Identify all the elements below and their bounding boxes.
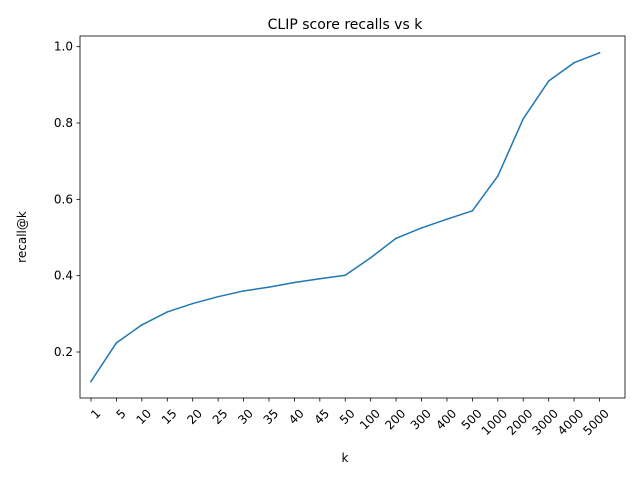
x-tick-label: 45 — [311, 406, 332, 427]
data-point — [217, 295, 219, 298]
chart-title: CLIP score recalls vs k — [268, 17, 424, 33]
data-point — [242, 290, 245, 292]
data-point — [293, 281, 296, 284]
data-point — [166, 311, 169, 313]
x-tick-label: 5000 — [580, 406, 611, 437]
x-tick-label: 1 — [88, 406, 103, 421]
x-axis-title: k — [342, 451, 349, 465]
data-point — [268, 286, 270, 288]
x-tick-label: 200 — [382, 406, 408, 432]
x-tick-label: 30 — [235, 406, 256, 427]
x-tick-label: 400 — [433, 406, 459, 432]
data-point — [547, 80, 550, 82]
x-tick-label: 300 — [408, 406, 434, 432]
y-tick-label: 0.8 — [54, 116, 73, 130]
data-point — [344, 274, 347, 277]
data-point — [471, 209, 474, 212]
data-point — [369, 256, 372, 259]
x-tick-label: 35 — [261, 406, 282, 427]
recall-line — [89, 51, 601, 383]
x-tick-label: 4000 — [555, 406, 586, 437]
data-point — [115, 342, 118, 344]
x-tick-label: 15 — [159, 406, 180, 427]
y-tick-label: 0.2 — [54, 345, 73, 359]
x-tick-label: 5 — [113, 406, 128, 421]
data-point — [598, 51, 601, 54]
x-tick-label: 10 — [133, 406, 154, 427]
y-tick-label: 1.0 — [54, 40, 73, 54]
data-point — [319, 277, 321, 280]
plot-frame — [79, 35, 626, 399]
x-tick-label: 100 — [357, 406, 383, 432]
y-tick-label: 0.6 — [54, 192, 73, 206]
data-point — [141, 324, 143, 326]
data-point — [90, 380, 92, 383]
x-tick-label: 20 — [184, 406, 205, 427]
plot-area: 0.20.40.60.81.01 5 10 15 20 25 30 35 40 45 50 100 20… — [54, 35, 626, 438]
data-point — [446, 218, 448, 220]
data-point — [420, 227, 423, 229]
data-point — [573, 61, 575, 64]
data-point — [497, 175, 499, 177]
data-point — [395, 237, 397, 240]
x-tick-label: 50 — [337, 406, 358, 427]
data-point — [191, 302, 194, 305]
x-tick-label: 25 — [210, 406, 231, 427]
y-tick-label: 0.4 — [54, 269, 73, 283]
x-tick-label: 40 — [286, 406, 307, 427]
x-tick-label: 2000 — [504, 406, 535, 437]
x-tick-label: 3000 — [529, 406, 560, 437]
y-axis-title: recall@k — [15, 211, 29, 263]
data-point — [522, 118, 525, 120]
x-tick-label: 1000 — [479, 406, 510, 437]
